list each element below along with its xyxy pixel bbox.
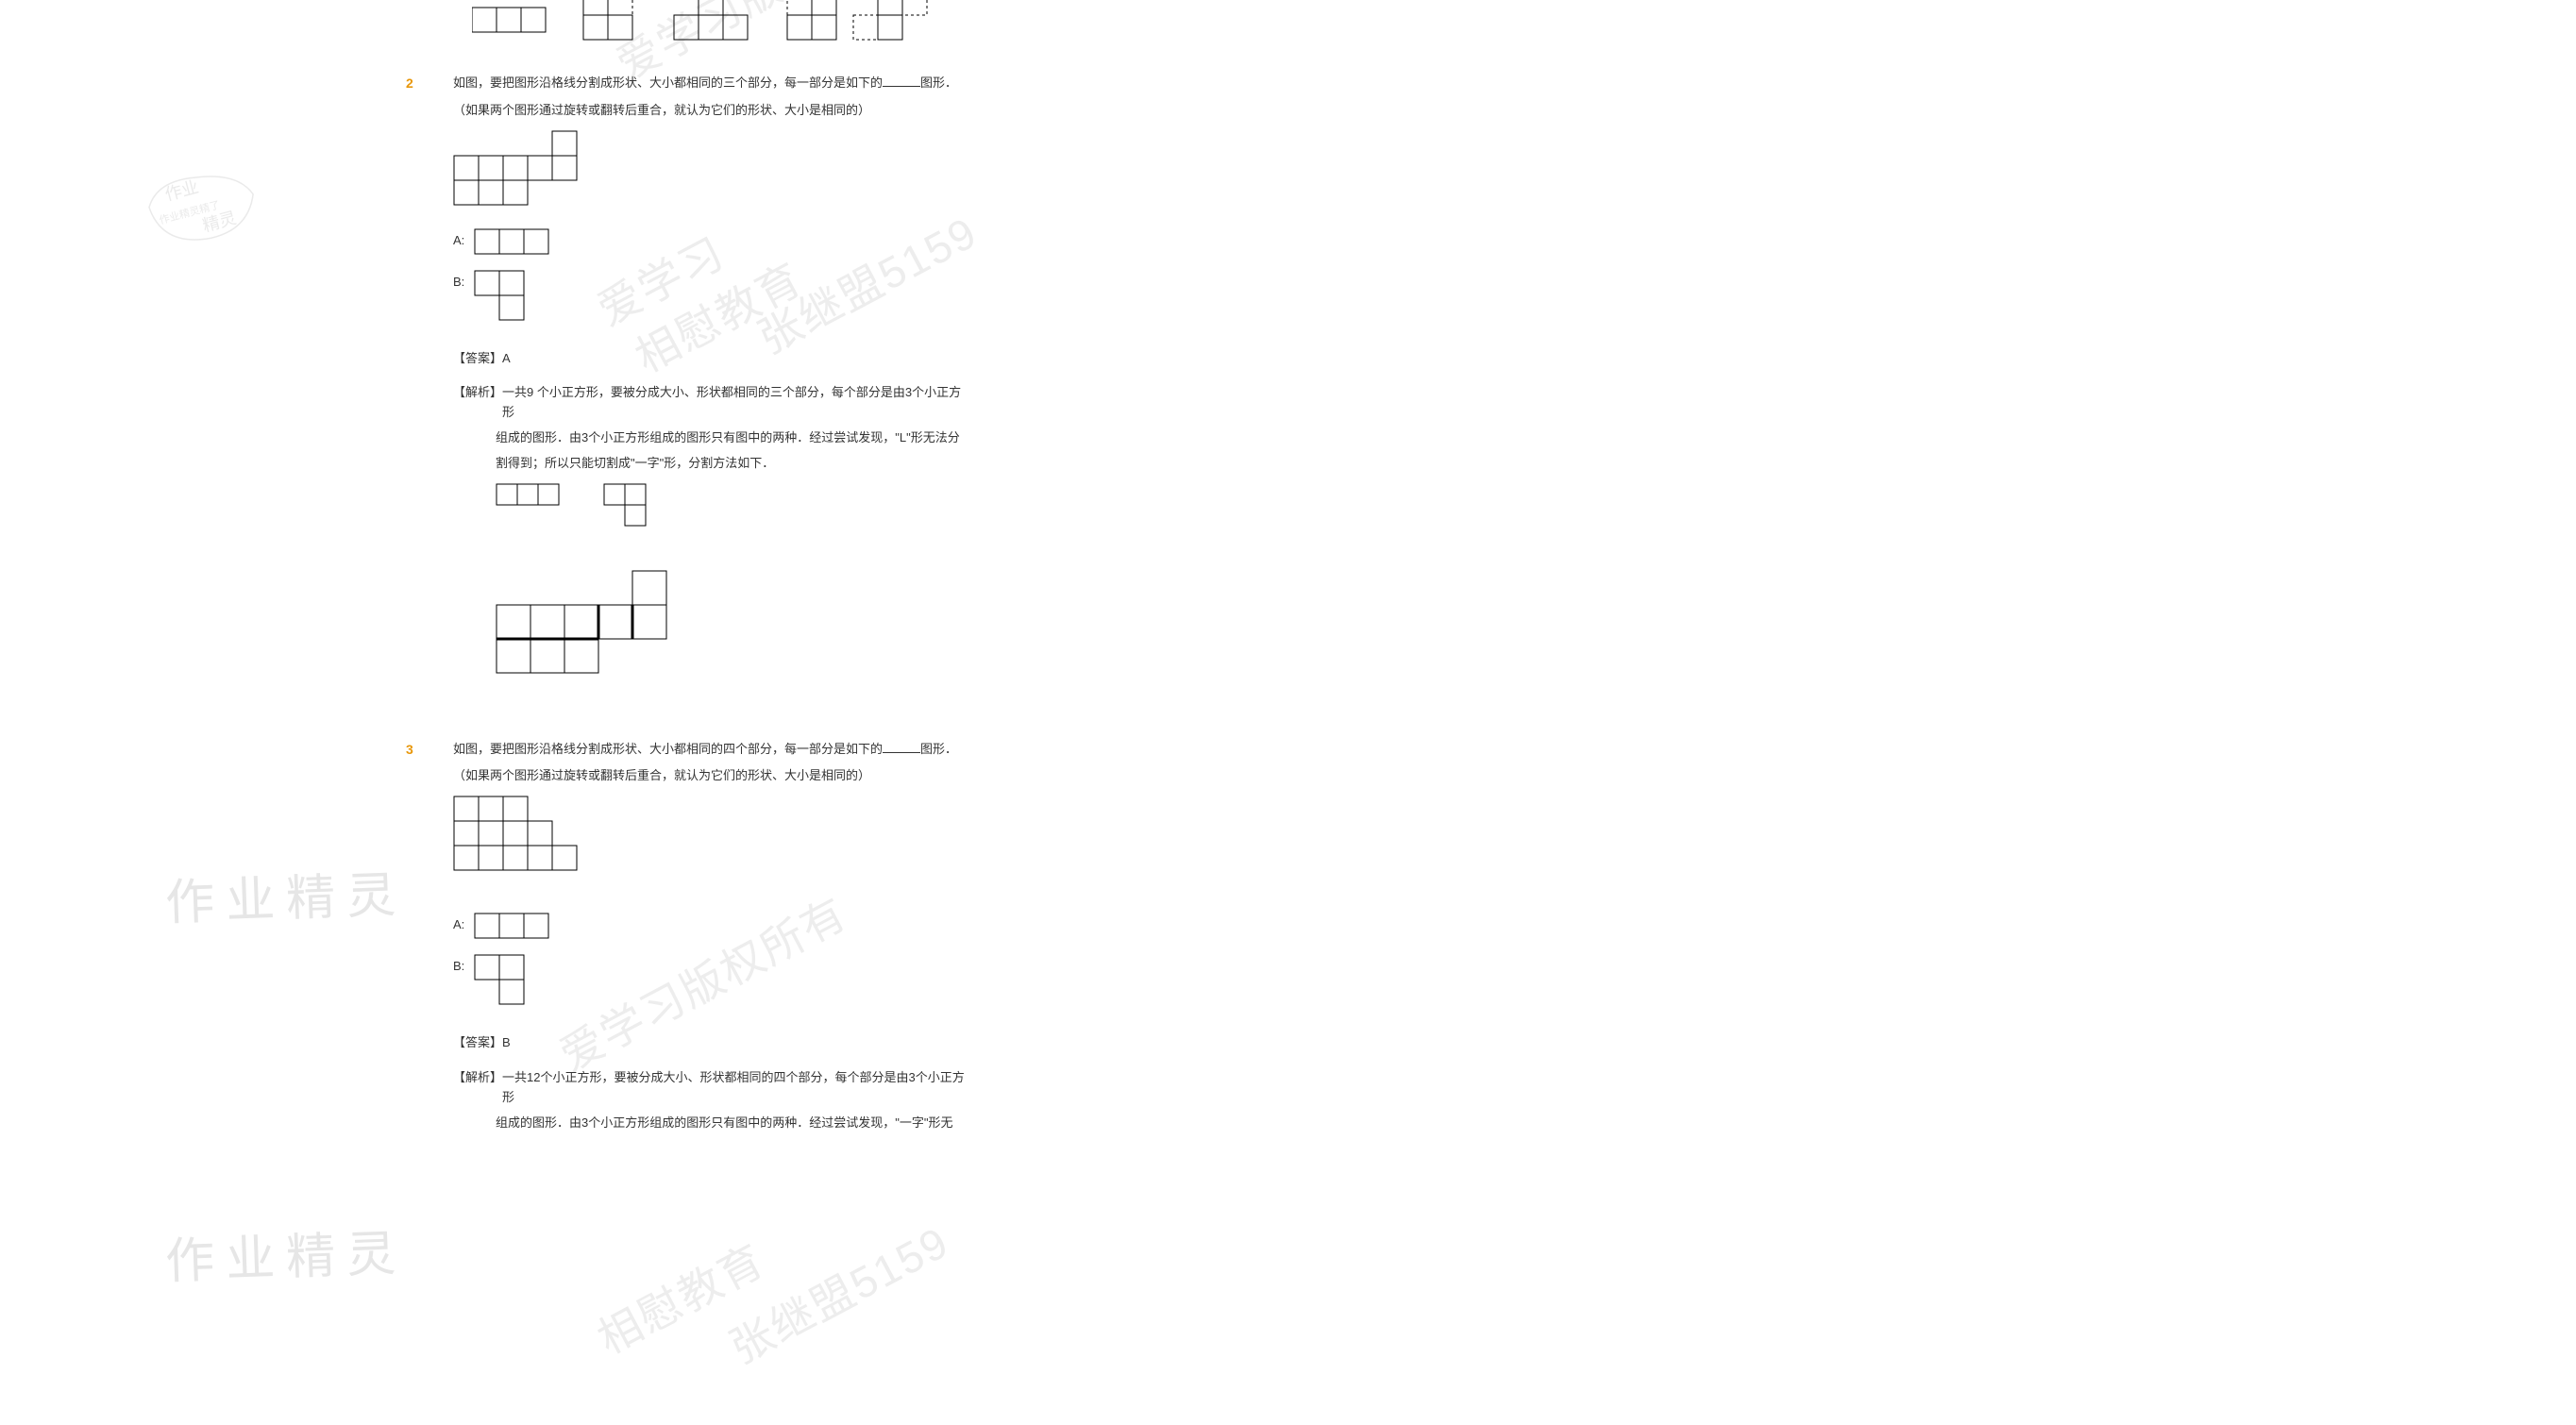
option-label-b: B: bbox=[453, 954, 464, 972]
q2-analysis: 【解析】 一共9 个小正方形，要被分成大小、形状都相同的三个部分，每个部分是由3… bbox=[453, 383, 972, 423]
answer-tag: 【答案】 bbox=[453, 351, 502, 365]
q2-solution-figure bbox=[496, 570, 972, 693]
q3-note: （如果两个图形通过旋转或翻转后重合，就认为它们的形状、大小是相同的） bbox=[453, 766, 972, 786]
question-number-2: 2 bbox=[406, 75, 413, 91]
q3-stem-p1: 如图，要把图形沿格线分割成形状、大小都相同的四个部分，每一部分是如下的 bbox=[453, 742, 883, 756]
content-column: 2 如图，要把图形沿格线分割成形状、大小都相同的三个部分，每一部分是如下的图形．… bbox=[406, 0, 972, 1138]
question-number-3: 3 bbox=[406, 742, 413, 757]
watermark-diag-3c: 张继盟5159 bbox=[717, 1209, 959, 1377]
q3-analysis: 【解析】 一共12个小正方形，要被分成大小、形状都相同的四个部分，每个部分是由3… bbox=[453, 1068, 972, 1108]
option-label-a: A: bbox=[453, 228, 464, 246]
svg-text:作业精灵精了: 作业精灵精了 bbox=[158, 199, 221, 227]
q3-answer-row: 【答案】B bbox=[453, 1033, 972, 1053]
q2-stem-p2: 图形． bbox=[920, 75, 957, 90]
q3-stem-p2: 图形． bbox=[920, 742, 957, 756]
q3-option-b: B: bbox=[453, 954, 972, 1011]
q3-analysis-l1: 一共12个小正方形，要被分成大小、形状都相同的四个部分，每个部分是由3个小正方形 bbox=[502, 1068, 972, 1108]
q2-option-b: B: bbox=[453, 270, 972, 327]
q3-stem: 如图，要把图形沿格线分割成形状、大小都相同的四个部分，每一部分是如下的 图形． bbox=[453, 740, 972, 760]
analysis-tag: 【解析】 bbox=[453, 1068, 502, 1088]
q2-option-a: A: bbox=[453, 228, 972, 260]
q2-analysis-l2: 组成的图形．由3个小正方形组成的图形只有图中的两种．经过尝试发现，"L"形无法分 bbox=[496, 428, 972, 448]
q2-answer: A bbox=[502, 351, 511, 365]
fill-blank[interactable] bbox=[883, 741, 920, 753]
q2-mini-figs bbox=[496, 483, 972, 532]
q3-option-a: A: bbox=[453, 913, 972, 945]
q2-note: （如果两个图形通过旋转或翻转后重合，就认为它们的形状、大小是相同的） bbox=[453, 101, 972, 121]
q3-answer: B bbox=[502, 1035, 511, 1049]
q2-answer-row: 【答案】A bbox=[453, 349, 972, 369]
watermark-stamp: 作业 作业精灵精了 精灵 bbox=[137, 152, 268, 263]
fill-blank[interactable] bbox=[883, 75, 920, 87]
svg-text:作业: 作业 bbox=[163, 177, 201, 205]
analysis-tag: 【解析】 bbox=[453, 383, 502, 403]
answer-tag: 【答案】 bbox=[453, 1035, 502, 1049]
q2-figure bbox=[453, 130, 972, 215]
q3-figure bbox=[453, 796, 972, 899]
watermark-text-2: 作业精灵 bbox=[164, 1214, 408, 1293]
watermark-text-1: 作业精灵 bbox=[164, 855, 408, 934]
svg-text:精灵: 精灵 bbox=[200, 209, 238, 236]
q2-analysis-l3: 割得到；所以只能切割成"一字"形，分割方法如下． bbox=[496, 454, 972, 474]
q3-analysis-l2: 组成的图形．由3个小正方形组成的图形只有图中的两种．经过尝试发现，"一字"形无 bbox=[496, 1114, 972, 1133]
option-label-a: A: bbox=[453, 913, 464, 930]
q2-stem-p1: 如图，要把图形沿格线分割成形状、大小都相同的三个部分，每一部分是如下的 bbox=[453, 75, 883, 90]
q2-stem: 如图，要把图形沿格线分割成形状、大小都相同的三个部分，每一部分是如下的 图形． bbox=[453, 74, 972, 93]
option-label-b: B: bbox=[453, 270, 464, 288]
watermark-diag-3b: 相慰教育 bbox=[585, 1227, 775, 1366]
q2-analysis-l1: 一共9 个小正方形，要被分成大小、形状都相同的三个部分，每个部分是由3个小正方形 bbox=[502, 383, 972, 423]
